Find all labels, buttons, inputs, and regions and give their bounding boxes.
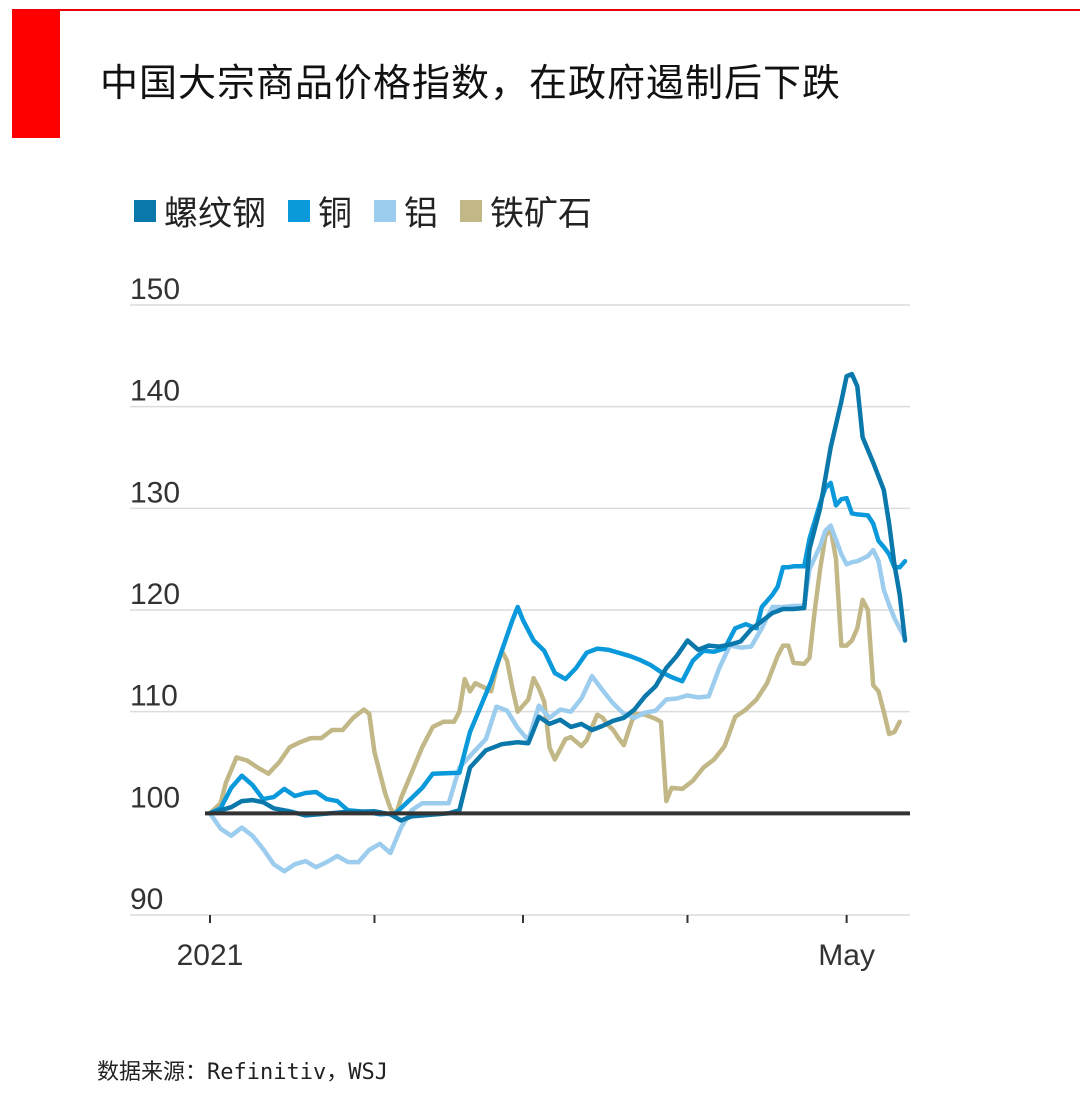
legend-label-aluminum: 铝 [404,194,438,234]
legend-label-iron-ore: 铁矿石 [490,194,592,234]
axis-layer: 90 100 110 120 130 140 150 2021 May [130,273,910,972]
y-tick-label-90: 90 [130,883,163,916]
legend-item-aluminum: 铝 [374,186,438,235]
legend-label-copper: 铜 [318,194,352,234]
series-line-aluminum [207,523,908,874]
y-tick-label-110: 110 [130,680,178,713]
y-tick-label-100: 100 [130,781,180,814]
series-layer [207,371,908,874]
accent-block [12,10,60,138]
legend-swatch-rebar [134,199,156,222]
chart-title: 中国大宗商品价格指数，在政府遏制后下跌 [100,61,842,105]
legend-swatch-copper [288,199,310,222]
y-tick-label-130: 130 [130,476,180,509]
legend: 螺纹钢 铜 铝 铁矿石 [134,186,614,235]
legend-label-rebar: 螺纹钢 [164,194,266,234]
series-line-copper [207,480,908,817]
x-tick-label-0: 2021 [177,939,244,972]
legend-swatch-iron-ore [460,199,482,222]
y-tick-label-140: 140 [130,375,180,408]
series-line-iron-ore [207,526,902,818]
y-tick-label-120: 120 [130,578,180,611]
source-note: 数据来源：Refinitiv，WSJ [97,1060,388,1085]
legend-item-copper: 铜 [288,186,352,235]
top-rule [12,9,1080,11]
y-tick-label-150: 150 [130,273,180,306]
legend-item-iron-ore: 铁矿石 [460,186,592,235]
x-tick-label-4: May [818,939,875,972]
legend-item-rebar: 螺纹钢 [134,186,266,235]
legend-swatch-aluminum [374,199,396,222]
